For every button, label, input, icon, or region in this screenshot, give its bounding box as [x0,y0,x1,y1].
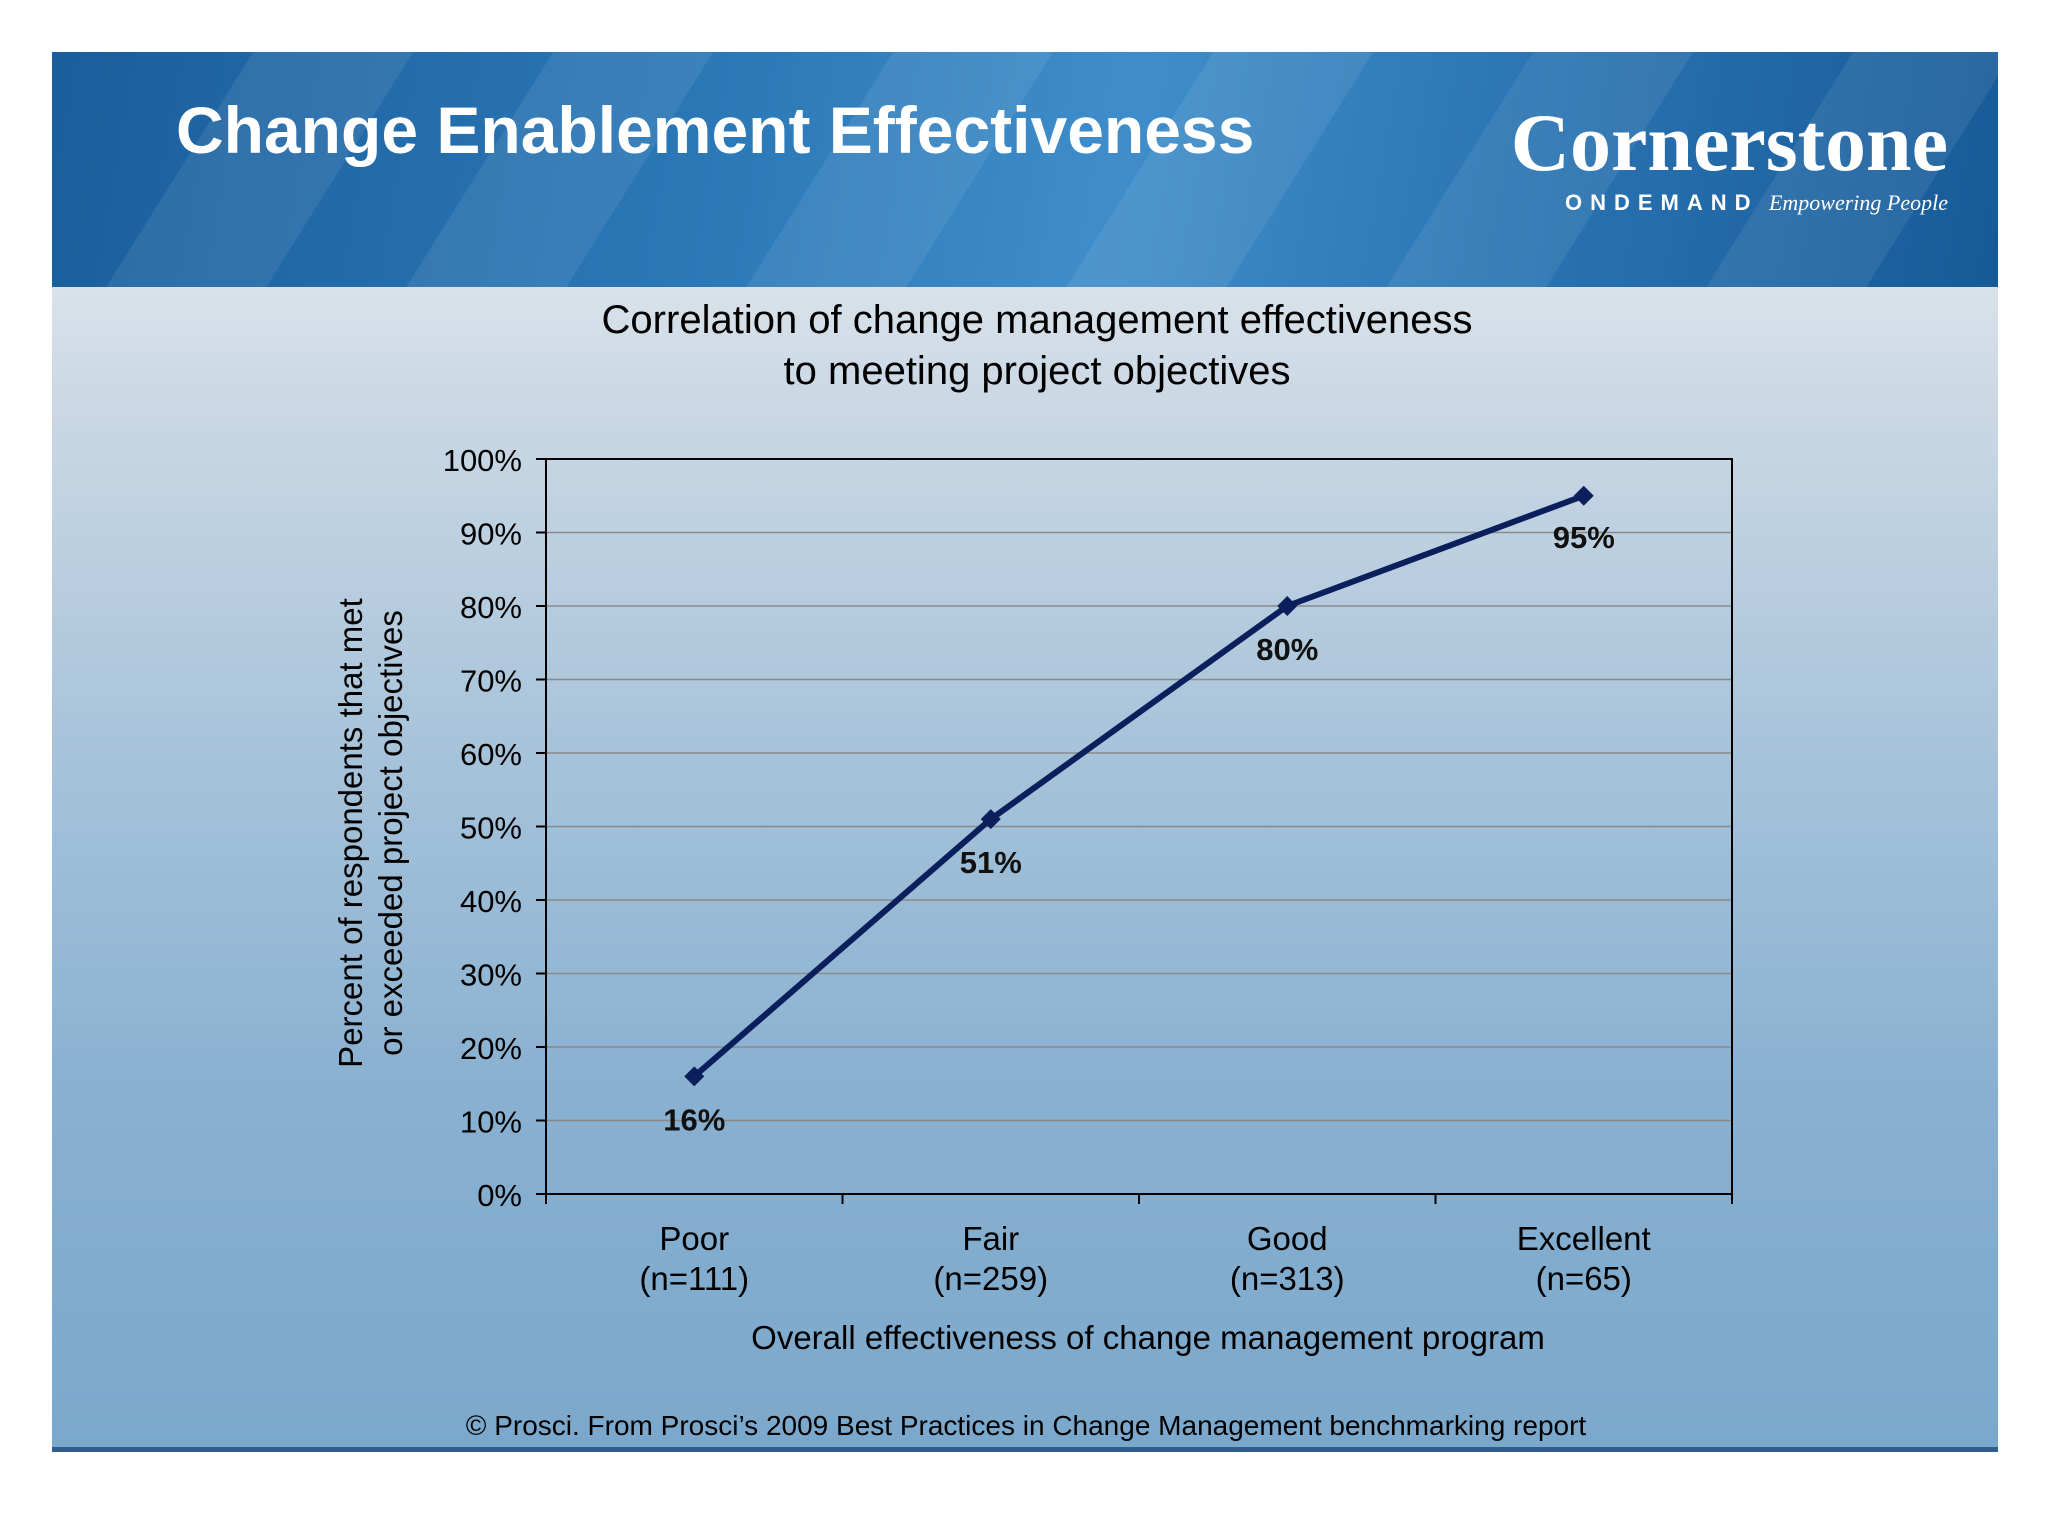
y-tick-label: 100% [443,443,522,478]
y-tick-label: 90% [460,517,522,552]
y-axis-title-line: Percent of respondents that met [332,598,369,1068]
chart-title-line: to meeting project objectives [784,349,1291,393]
y-tick-label: 20% [460,1031,522,1066]
x-tick-label: Excellent [1517,1220,1651,1257]
x-tick-label: Good [1247,1220,1328,1257]
x-tick-label: Fair [962,1220,1019,1257]
y-tick-label: 80% [460,590,522,625]
data-label: 51% [960,845,1022,880]
x-tick-label: Poor [659,1220,729,1257]
y-tick-label: 60% [460,737,522,772]
x-tick-label: (n=313) [1230,1260,1345,1297]
logo-name: Cornerstone [1510,97,1948,188]
data-point-marker [684,1066,705,1087]
data-label: 16% [663,1102,725,1137]
series-line [692,492,1585,1079]
bottom-rule [52,1447,1998,1452]
x-axis-title: Overall effectiveness of change manageme… [751,1319,1545,1356]
slide: Change Enablement Effectiveness Cornerst… [52,52,1998,1452]
logo-tagline: Empowering People [1768,190,1948,215]
data-point-marker [1277,596,1298,616]
data-label: 95% [1553,520,1615,555]
company-logo: Cornerstone ONDEMAND Empowering People [1488,102,1948,222]
header-banner: Change Enablement Effectiveness Cornerst… [52,52,1998,287]
y-tick-label: 0% [477,1178,522,1213]
y-axis-title-line: or exceeded project objectives [372,610,409,1056]
y-tick-label: 70% [460,664,522,699]
x-tick-label: (n=111) [639,1260,749,1297]
y-tick-label: 50% [460,811,522,846]
x-tick-label: (n=259) [933,1260,1048,1297]
logo-subline: ONDEMAND Empowering People [1565,190,1948,216]
data-point-marker [1573,485,1594,506]
y-tick-label: 10% [460,1105,522,1140]
y-tick-label: 40% [460,884,522,919]
data-point-marker [980,809,1001,830]
logo-ondemand: ONDEMAND [1564,190,1759,215]
x-tick-label: (n=65) [1536,1260,1632,1297]
slide-title: Change Enablement Effectiveness [176,93,1255,167]
data-label: 80% [1256,632,1318,667]
chart-title-line: Correlation of change management effecti… [602,298,1473,342]
y-tick-label: 30% [460,958,522,993]
source-footer: © Prosci. From Prosci’s 2009 Best Practi… [466,1410,1587,1441]
